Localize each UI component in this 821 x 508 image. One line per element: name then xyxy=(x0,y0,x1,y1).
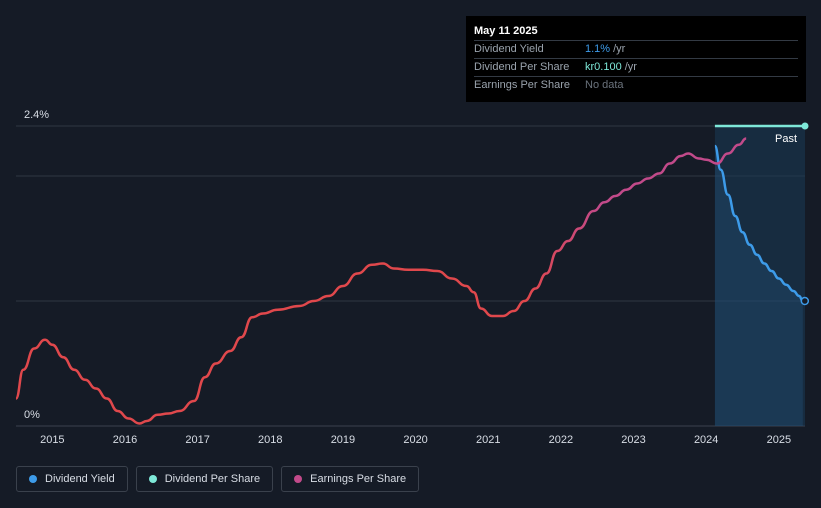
y-axis-labels: 2.4% 0% xyxy=(24,109,49,421)
x-tick-label: 2015 xyxy=(40,434,64,446)
legend-label: Dividend Per Share xyxy=(164,473,261,485)
tooltip-row-dividend-per-share: Dividend Per Share kr0.100 /yr xyxy=(474,59,798,77)
x-tick-label: 2018 xyxy=(258,434,282,446)
gridlines xyxy=(16,125,805,427)
tooltip-label: Dividend Yield xyxy=(474,43,544,55)
tooltip-unit: /yr xyxy=(624,61,637,73)
dividend-per-share-end-marker xyxy=(801,122,809,130)
tooltip-label: Dividend Per Share xyxy=(474,61,570,73)
series-line-earnings-per-share xyxy=(14,137,747,425)
series-lines xyxy=(14,124,805,426)
x-tick-label: 2024 xyxy=(694,434,718,446)
dot-icon xyxy=(294,475,303,483)
series-end-markers xyxy=(800,122,810,306)
legend-item-dividend-per-share[interactable]: Dividend Per Share xyxy=(135,466,274,492)
x-tick-label: 2016 xyxy=(113,434,137,446)
tooltip-value: kr0.100 xyxy=(585,61,622,73)
x-tick-label: 2022 xyxy=(549,434,573,446)
x-tick-label: 2017 xyxy=(185,434,209,446)
tooltip-unit: /yr xyxy=(613,43,626,55)
x-tick-label: 2019 xyxy=(331,434,355,446)
legend: Dividend Yield Dividend Per Share Earnin… xyxy=(16,466,420,492)
legend-label: Earnings Per Share xyxy=(310,473,407,485)
legend-item-earnings-per-share[interactable]: Earnings Per Share xyxy=(281,466,420,492)
legend-item-dividend-yield[interactable]: Dividend Yield xyxy=(16,466,128,492)
tooltip-date: May 11 2025 xyxy=(474,22,798,41)
past-annotation: Past xyxy=(775,133,797,145)
x-tick-label: 2021 xyxy=(476,434,500,446)
tooltip-value: 1.1% xyxy=(585,43,611,55)
tooltip-label: Earnings Per Share xyxy=(474,79,570,91)
dot-icon xyxy=(148,475,157,483)
tooltip-value: No data xyxy=(585,79,624,91)
legend-label: Dividend Yield xyxy=(45,473,115,485)
series-line-dividend-yield xyxy=(713,144,804,303)
x-tick-label: 2023 xyxy=(621,434,645,446)
x-tick-label: 2020 xyxy=(403,434,427,446)
tooltip: May 11 2025 Dividend Yield 1.1% /yr Divi… xyxy=(466,16,806,102)
y-tick-label: 2.4% xyxy=(24,109,49,121)
past-highlight-band xyxy=(714,126,805,426)
y-tick-label: 0% xyxy=(24,409,40,421)
x-tick-label: 2025 xyxy=(767,434,791,446)
x-axis-labels: 2015 2016 2017 2018 2019 2020 2021 2022 2023 2024… xyxy=(40,434,791,446)
dividend-yield-area xyxy=(714,146,803,426)
tooltip-row-dividend-yield: Dividend Yield 1.1% /yr xyxy=(474,41,798,59)
dot-icon xyxy=(29,475,37,483)
dividend-yield-end-marker xyxy=(800,296,810,306)
tooltip-row-earnings-per-share: Earnings Per Share No data xyxy=(474,77,798,94)
